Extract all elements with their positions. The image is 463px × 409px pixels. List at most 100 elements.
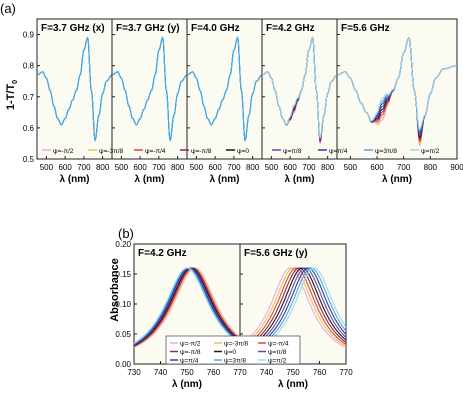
- x-tick-label: 600: [133, 163, 147, 172]
- x-tick-label: 700: [397, 163, 411, 172]
- y-tick-label: 0.5: [23, 155, 35, 164]
- x-axis-label: λ (nm): [285, 174, 315, 185]
- x-tick-label: 770: [233, 368, 247, 377]
- plot-frame: [261, 18, 338, 160]
- plot-frame: [111, 18, 188, 160]
- x-tick-label: 750: [286, 368, 300, 377]
- series-group: [262, 36, 337, 145]
- series-line: [240, 267, 346, 349]
- x-tick-label: 800: [321, 163, 335, 172]
- legend-label: ψ=-π/8: [180, 349, 201, 356]
- plot-frame: [336, 18, 458, 160]
- x-axis-label: λ (nm): [382, 174, 412, 185]
- x-tick-label: 700: [302, 163, 316, 172]
- x-tick-label: 800: [96, 163, 110, 172]
- y-tick-label: 0.00: [115, 360, 131, 369]
- x-axis-label: λ (nm): [60, 174, 90, 185]
- series-line: [134, 267, 240, 348]
- series-group: [337, 36, 457, 147]
- plot-frame: [186, 18, 263, 160]
- chart-panel-4: 500 600 700 800 900 λ (nm) F=5.6 GHz: [336, 18, 463, 185]
- legend-label: ψ=π/2: [421, 148, 440, 155]
- x-axis-label: λ (nm): [210, 174, 240, 185]
- x-tick-label: 760: [313, 368, 327, 377]
- legend-label: ψ=-π/4: [145, 148, 166, 155]
- legend-label: ψ=π/4: [180, 358, 199, 365]
- legend-label: ψ=π/4: [329, 148, 348, 155]
- legend-label: ψ=0: [237, 148, 249, 155]
- legend-label: ψ=-π/4: [268, 341, 289, 348]
- chart-panel-1: 500 600 700 800 λ (nm) F=3.7 GHz (y): [111, 18, 188, 185]
- x-tick-label: 700: [227, 163, 241, 172]
- series-line: [37, 36, 112, 142]
- x-tick-label: 700: [152, 163, 166, 172]
- series-line: [134, 267, 240, 347]
- series-line: [112, 36, 187, 142]
- y-tick-label: 0.8: [23, 62, 35, 71]
- x-tick-label: 500: [265, 163, 279, 172]
- x-tick-label: 600: [58, 163, 72, 172]
- y-tick-label: 0.10: [115, 300, 131, 309]
- series-line: [337, 36, 457, 130]
- series-line: [134, 267, 240, 347]
- chart-panel-5: 730 740 750 760 770 0.00 0.05 0.10 0.15 0.20 λ (nm…: [115, 240, 247, 390]
- chart-panel-6: 740 750 760 770 λ (nm) F=5.6 GHz (y): [239, 243, 353, 390]
- chart-panel-2: 500 600 700 800 λ (nm) F=4.0 GHz: [186, 18, 263, 185]
- x-tick-label: 700: [77, 163, 91, 172]
- plot-frame: [36, 18, 113, 160]
- y-tick-label: 0.05: [115, 330, 131, 339]
- legend-label: ψ=π/2: [268, 358, 287, 365]
- x-tick-label: 500: [190, 163, 204, 172]
- panel-b-label: (b): [118, 226, 134, 241]
- panel-b-ylabel: Absorbance: [109, 258, 121, 322]
- series-group: [112, 36, 187, 142]
- series-group: [134, 267, 240, 348]
- legend-label: ψ=3π/8: [224, 358, 246, 365]
- x-tick-label: 730: [127, 368, 141, 377]
- x-tick-label: 740: [154, 368, 168, 377]
- chart-layer: 500 600 700 800 0.5 0.6 0.7 0.8 0.9 λ (nm) F=3.7 G…: [23, 18, 463, 390]
- x-tick-label: 600: [283, 163, 297, 172]
- x-tick-label: 500: [40, 163, 54, 172]
- panel-a-ylabel: 1-T/T0: [5, 80, 19, 110]
- x-tick-label: 500: [115, 163, 129, 172]
- panel-title: F=5.6 GHz: [341, 23, 390, 34]
- panel-title: F=3.7 GHz (x): [41, 23, 105, 34]
- series-line: [134, 267, 240, 348]
- legend-label: ψ=π/8: [268, 349, 287, 356]
- series-group: [187, 36, 262, 142]
- y-tick-label: 0.9: [23, 31, 35, 40]
- y-tick-label: 0.15: [115, 270, 131, 279]
- x-axis-label: λ (nm): [172, 379, 202, 390]
- legend-label: ψ=-3π/8: [224, 341, 248, 348]
- series-group: [37, 36, 112, 142]
- y-tick-label: 0.6: [23, 124, 35, 133]
- series-line: [262, 36, 337, 139]
- panel-title: F=3.7 GHz (y): [116, 23, 180, 34]
- legend-label: ψ=-3π/8: [99, 148, 123, 155]
- panel-title: F=4.2 GHz: [266, 23, 315, 34]
- x-tick-label: 800: [246, 163, 260, 172]
- x-tick-label: 500: [344, 163, 358, 172]
- legend-label: ψ=-π/2: [53, 148, 74, 155]
- series-line: [187, 36, 262, 142]
- y-tick-label: 0.7: [23, 93, 35, 102]
- series-line: [134, 267, 240, 344]
- x-tick-label: 800: [424, 163, 438, 172]
- x-tick-label: 740: [260, 368, 274, 377]
- series-line: [240, 267, 346, 347]
- panel-title: F=5.6 GHz (y): [244, 248, 308, 259]
- x-tick-label: 900: [450, 163, 463, 172]
- x-axis-label: λ (nm): [278, 379, 308, 390]
- chart-panel-3: 500 600 700 800 λ (nm) F=4.2 GHz: [261, 18, 338, 185]
- x-tick-label: 600: [370, 163, 384, 172]
- x-axis-label: λ (nm): [135, 174, 165, 185]
- legend-panel-b: ψ=-π/2 ψ=-3π/8 ψ=-π/4 ψ=-π/8 ψ=0 ψ=π/8 ψ=π/4 ψ=…: [165, 335, 301, 365]
- x-tick-label: 760: [207, 368, 221, 377]
- legend-label: ψ=0: [224, 349, 236, 356]
- legend-panel-a: ψ=-π/2 ψ=-3π/8 ψ=-π/4 ψ=-π/8 ψ=0 ψ=π/8 ψ=π/4 ψ=…: [42, 148, 440, 155]
- panel-a-label: (a): [0, 1, 16, 16]
- y-tick-label: 0.20: [115, 240, 131, 249]
- legend-box: [165, 335, 301, 365]
